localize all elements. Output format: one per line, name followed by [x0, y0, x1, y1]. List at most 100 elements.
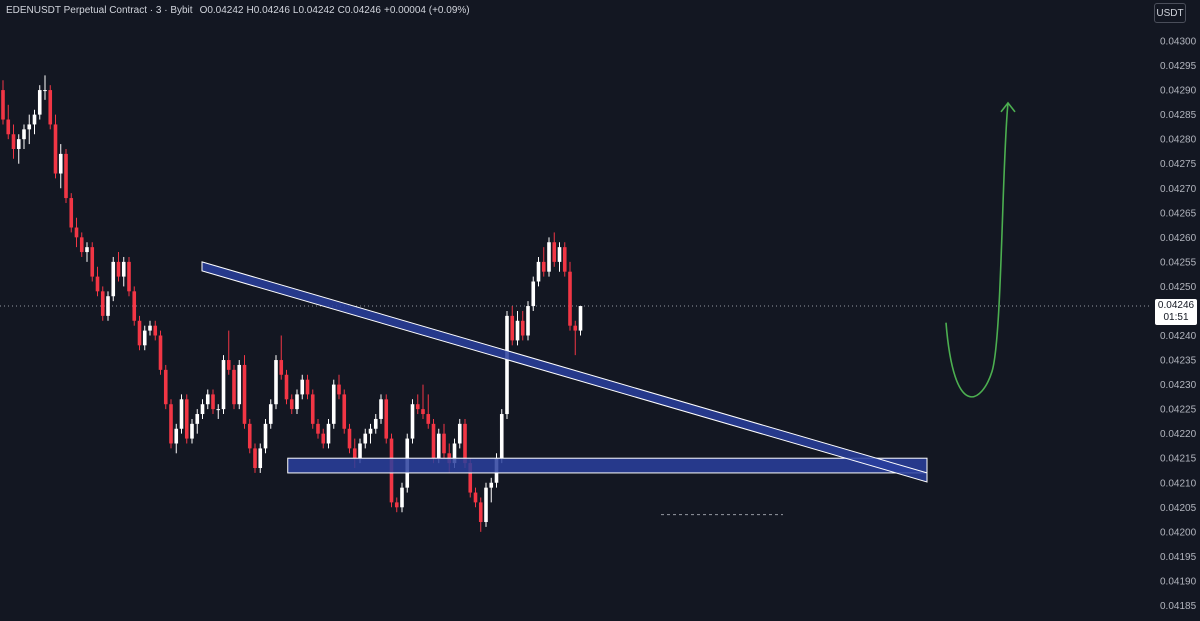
- y-tick-label: 0.04275: [1160, 159, 1197, 170]
- low-value: 0.04242: [298, 5, 335, 16]
- high-value: 0.04246: [253, 5, 290, 16]
- y-tick-label: 0.04285: [1160, 110, 1197, 121]
- candle-body: [473, 492, 478, 503]
- y-tick-label: 0.04270: [1160, 184, 1197, 195]
- y-tick-label: 0.04280: [1160, 135, 1197, 146]
- open-value: 0.04242: [207, 5, 244, 16]
- candle-body: [379, 399, 383, 419]
- candle-body: [74, 227, 79, 238]
- candle-body: [368, 428, 373, 434]
- candle-body: [137, 320, 142, 346]
- candle-body: [279, 360, 284, 375]
- candle-body: [153, 325, 158, 336]
- candle-body: [48, 90, 53, 125]
- symbol-title: EDENUSDT Perpetual Contract · 3 · Bybit: [6, 5, 193, 16]
- candle-body: [221, 360, 226, 410]
- candle-body: [457, 423, 462, 444]
- y-tick-label: 0.04235: [1160, 356, 1197, 367]
- candle-body: [431, 423, 436, 459]
- candle-body: [321, 433, 326, 444]
- candle-body: [499, 414, 504, 459]
- candle-body: [436, 433, 441, 459]
- drawings-layer[interactable]: [201, 101, 1016, 516]
- candle-body: [58, 153, 63, 174]
- candle-body: [531, 281, 536, 307]
- candle-body: [562, 247, 567, 272]
- candle-body: [64, 153, 68, 199]
- candle-body: [347, 428, 352, 449]
- high-label: H: [246, 5, 254, 16]
- candle-body: [284, 374, 289, 400]
- y-tick-label: 0.04195: [1160, 552, 1197, 563]
- candle-body: [452, 443, 457, 464]
- candle-body: [1, 90, 5, 120]
- candle-body: [90, 247, 95, 277]
- candle-body: [557, 247, 562, 262]
- candle-body: [305, 379, 310, 395]
- candle-body: [163, 369, 168, 405]
- candle-body: [468, 463, 473, 493]
- y-tick-label: 0.04295: [1160, 61, 1197, 72]
- candle-body: [142, 330, 147, 346]
- currency-button[interactable]: USDT: [1154, 3, 1186, 23]
- candle-body: [242, 364, 247, 424]
- candle-body: [568, 271, 572, 326]
- candle-body: [510, 315, 515, 341]
- candle-body: [116, 261, 121, 277]
- candle-body: [400, 487, 404, 508]
- candle-body: [331, 384, 336, 424]
- candle-body: [16, 139, 21, 149]
- candle-body: [268, 404, 273, 424]
- y-tick-label: 0.04265: [1160, 208, 1197, 219]
- candle-body: [190, 423, 194, 439]
- candle-body: [337, 384, 341, 395]
- candle-body: [410, 404, 415, 439]
- candle-body: [541, 261, 546, 272]
- close-label: C: [337, 5, 345, 16]
- candle-body: [384, 399, 389, 439]
- candle-body: [274, 360, 278, 405]
- candle-body: [310, 394, 315, 424]
- y-tick-label: 0.04240: [1160, 331, 1197, 342]
- candle-body: [505, 315, 509, 415]
- candle-body: [148, 325, 152, 331]
- candle-body: [547, 242, 551, 272]
- candle-body: [211, 394, 215, 410]
- y-tick-label: 0.04220: [1160, 429, 1197, 440]
- candle-body: [95, 276, 100, 292]
- change-value: +0.00004 (+0.09%): [384, 5, 470, 16]
- candle-body: [179, 399, 184, 429]
- candle-body: [247, 423, 252, 449]
- candle-body: [232, 369, 236, 405]
- y-tick-label: 0.04200: [1160, 527, 1197, 538]
- y-tick-label: 0.04290: [1160, 86, 1197, 97]
- y-tick-label: 0.04225: [1160, 405, 1197, 416]
- candle-body: [200, 404, 205, 415]
- candle-body: [426, 414, 431, 424]
- candle-body: [111, 261, 116, 297]
- candle-body: [22, 129, 26, 140]
- projection-arrow-head: [1000, 101, 1016, 113]
- candle-body: [37, 90, 42, 115]
- candle-body: [237, 364, 242, 405]
- candle-body: [415, 404, 420, 410]
- y-tick-label: 0.04230: [1160, 380, 1197, 391]
- y-tick-label: 0.04300: [1160, 37, 1197, 48]
- candle-body: [205, 394, 210, 405]
- candle-body: [520, 320, 525, 336]
- y-tick-label: 0.04210: [1160, 478, 1197, 489]
- price-axis[interactable]: 0.04300 0.04295 0.04290 0.04285 0.04280 0.042…: [1160, 37, 1197, 612]
- candle-body: [226, 360, 231, 370]
- last-price-value: 0.04246: [1157, 300, 1195, 311]
- candle-body: [536, 261, 541, 282]
- candle-body: [478, 502, 483, 523]
- candle-body: [69, 198, 74, 228]
- candle-body: [552, 242, 557, 262]
- candle-body: [174, 428, 179, 444]
- candle-body: [526, 306, 530, 336]
- candle-body: [326, 423, 331, 444]
- candle-body: [132, 291, 137, 321]
- candle-body: [489, 482, 494, 488]
